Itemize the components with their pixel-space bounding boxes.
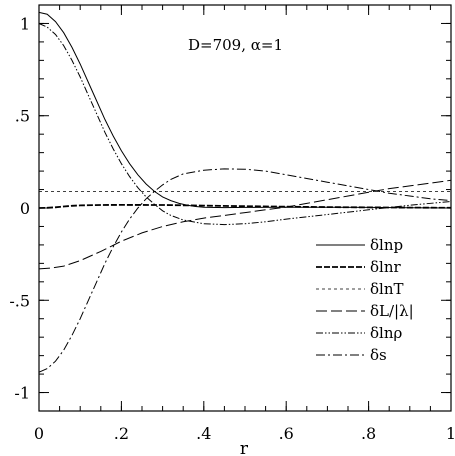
series-line — [38, 179, 452, 270]
x-tick-label: 0 — [34, 424, 44, 443]
x-tick-label: .6 — [279, 424, 294, 443]
x-tick-label: .2 — [114, 424, 129, 443]
legend-label: δlnT — [370, 280, 404, 298]
series-line — [38, 203, 452, 209]
x-axis-label: r — [240, 439, 249, 456]
chart-annotation: D=709, α=1 — [188, 36, 283, 54]
legend-label: δlnr — [370, 258, 401, 276]
y-tick-label: -1 — [14, 384, 30, 403]
series-line — [38, 23, 452, 226]
series-line — [38, 168, 452, 373]
legend-label: δL/|λ| — [370, 302, 414, 320]
x-tick-label: .4 — [196, 424, 211, 443]
legend-label: δlnρ — [370, 324, 402, 342]
plot-lines — [38, 11, 452, 373]
x-tick-label: 1 — [446, 424, 455, 443]
axis-ticks — [38, 4, 452, 412]
legend: δlnp δlnr δlnT δL/|λ| δlnρ δs — [316, 236, 414, 364]
y-tick-label: 0 — [20, 199, 30, 218]
y-tick-label: .5 — [15, 107, 30, 126]
tick-labels: 0 .2 .4 .6 .8 1 1 .5 0 -.5 -1 — [9, 14, 455, 443]
x-tick-label: .8 — [361, 424, 376, 443]
y-tick-label: -.5 — [9, 291, 30, 310]
legend-label: δs — [370, 346, 387, 364]
y-tick-label: 1 — [20, 14, 30, 33]
legend-label: δlnp — [370, 236, 403, 254]
